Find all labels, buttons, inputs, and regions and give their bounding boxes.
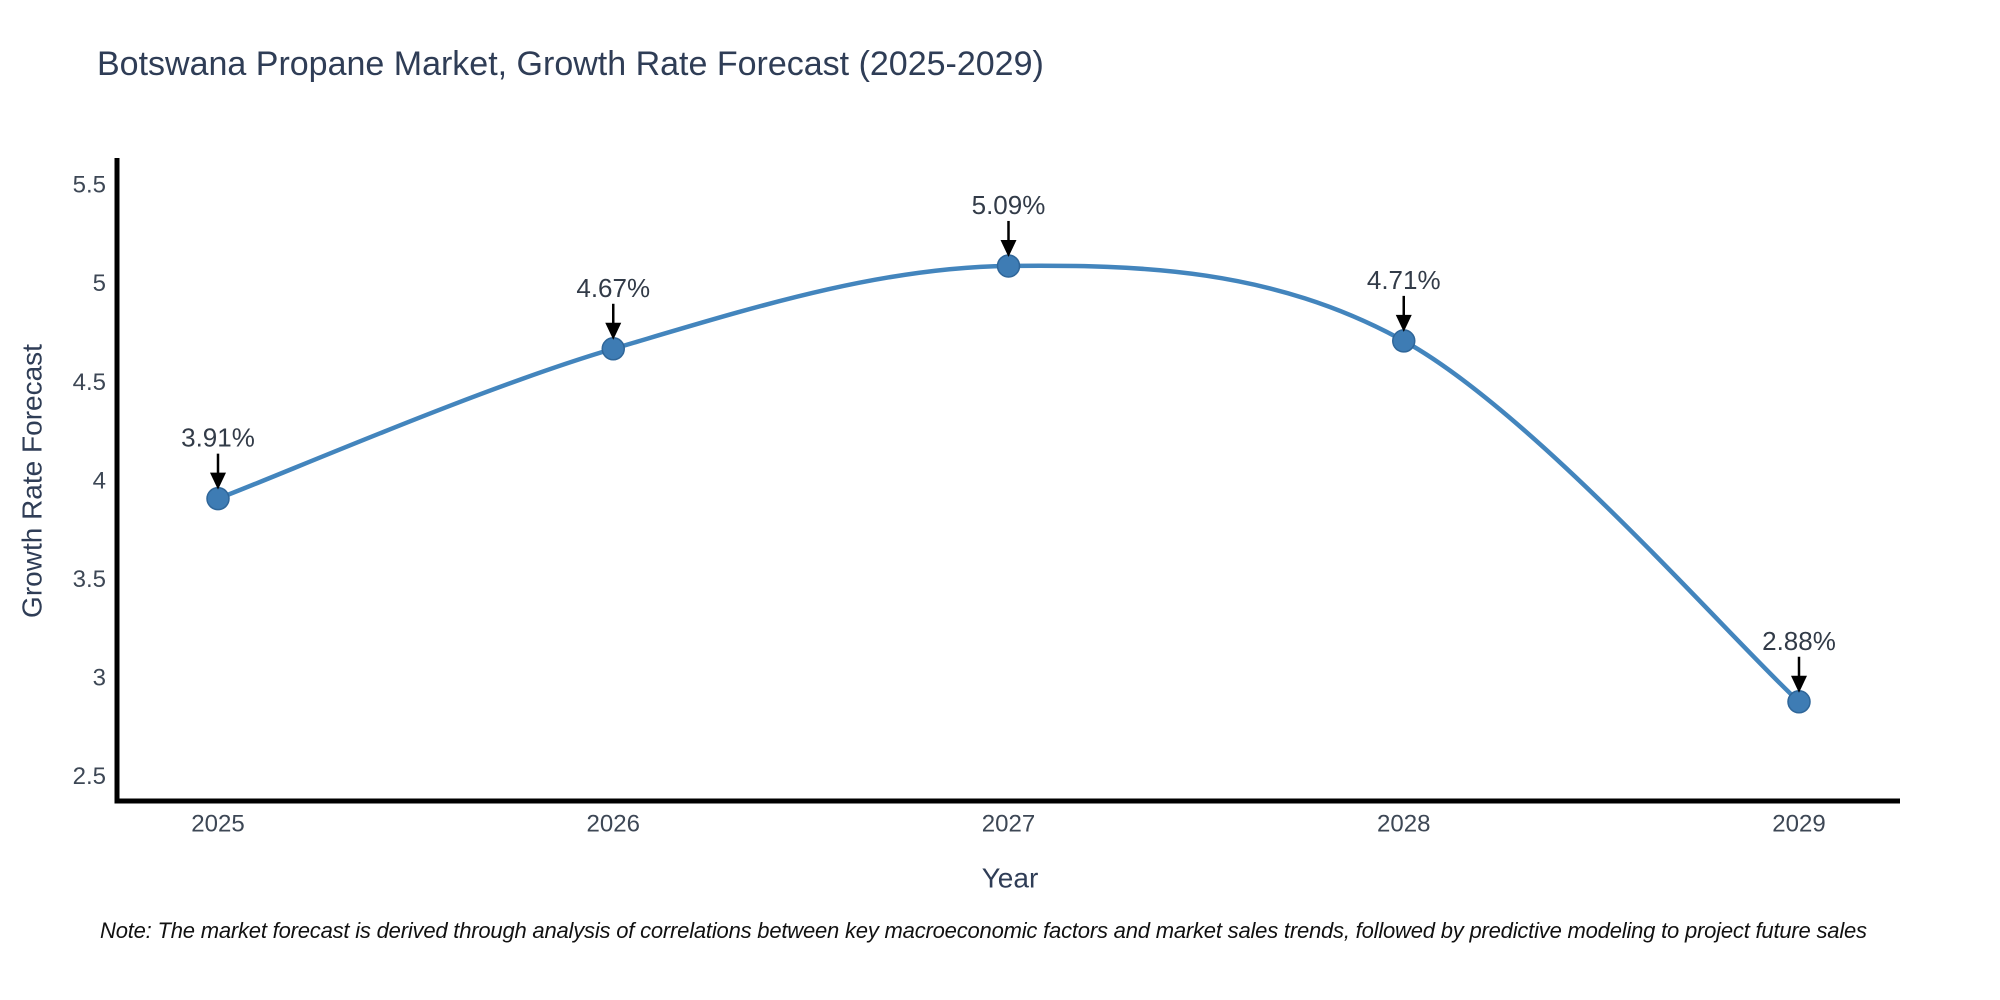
- y-tick-label: 5: [93, 270, 106, 297]
- data-point-2025: [206, 486, 230, 511]
- x-tick-label: 2026: [587, 811, 640, 838]
- point-value-label: 5.09%: [972, 190, 1046, 220]
- data-point-2028: [1392, 329, 1416, 353]
- point-value-label: 2.88%: [1762, 626, 1836, 656]
- x-tick-label: 2027: [982, 811, 1035, 838]
- y-tick-label: 4: [93, 467, 106, 494]
- point-value-label: 4.71%: [1367, 265, 1441, 295]
- x-tick-label: 2025: [191, 811, 244, 838]
- y-tick-label: 3.5: [73, 566, 106, 593]
- point-value-label: 3.91%: [181, 423, 255, 453]
- y-tick-label: 4.5: [73, 369, 106, 396]
- annotation-arrow-head: [210, 472, 226, 490]
- data-point-2027: [996, 254, 1021, 278]
- y-tick-label: 2.5: [73, 763, 106, 790]
- annotation-arrow-head: [1791, 675, 1807, 693]
- data-point-2029: [1787, 690, 1811, 714]
- forecast-line: [215, 263, 1802, 705]
- y-tick-label: 5.5: [73, 172, 106, 199]
- chart-title: Botswana Propane Market, Growth Rate For…: [97, 45, 1044, 83]
- data-point-2026: [601, 337, 625, 361]
- annotation-arrow-head: [1395, 314, 1412, 332]
- annotation-arrow-head: [1000, 239, 1017, 257]
- x-tick-label: 2028: [1377, 811, 1430, 838]
- point-value-label: 4.67%: [576, 273, 650, 303]
- footnote: Note: The market forecast is derived thr…: [100, 918, 1867, 943]
- annotation-arrow-head: [605, 322, 622, 340]
- y-tick-label: 3: [93, 665, 106, 692]
- y-axis-title: Growth Rate Forecast: [17, 344, 48, 618]
- x-axis-title: Year: [982, 863, 1039, 894]
- x-tick-label: 2029: [1772, 811, 1825, 838]
